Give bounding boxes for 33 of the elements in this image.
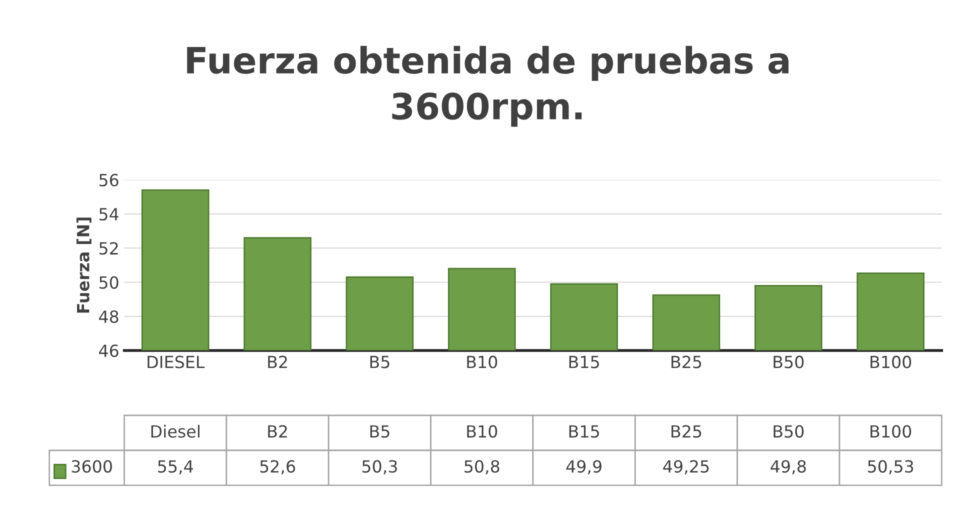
y-tick-label: 48 (99, 310, 118, 323)
text: Diesel (151, 424, 200, 438)
chart-title: Fuerza obtenida de pruebas a 3600rpm. (187, 46, 788, 127)
text: B100 (870, 425, 912, 438)
text: B10 (467, 425, 498, 438)
y-tick-label: 46 (99, 344, 118, 358)
x-tick-label: DIESEL (148, 356, 205, 368)
data-label: 50,53 (868, 460, 914, 474)
x-tick-label: B100 (870, 356, 912, 368)
y-axis-title: Fuerza [N] (76, 218, 92, 313)
data-label: 49,8 (770, 460, 806, 474)
y-tick-label: 52 (99, 242, 118, 255)
x-tick-label: B25 (672, 356, 702, 368)
text: B25 (672, 425, 702, 438)
data-label: 49,9 (566, 460, 602, 474)
x-tick-label: B5 (370, 356, 390, 368)
y-tick-label: 56 (99, 174, 118, 186)
x-tick-label: B15 (569, 356, 599, 368)
text: B15 (569, 425, 599, 438)
data-label: 49,25 (663, 460, 709, 474)
data-label: 52,6 (260, 460, 296, 474)
x-tick-label: B2 (268, 356, 287, 368)
data-label: 50,3 (362, 460, 397, 474)
x-tick-label: B10 (467, 356, 498, 368)
x-tick-label: B50 (774, 356, 804, 368)
text: B2 (268, 425, 287, 438)
text: B5 (370, 425, 390, 438)
legend-label: 3600 (72, 460, 112, 473)
data-label: 55,4 (158, 460, 193, 474)
y-tick-label: 54 (99, 208, 118, 221)
y-tick-label: 50 (99, 276, 118, 289)
text: B50 (774, 425, 804, 438)
data-label: 50,8 (464, 460, 500, 474)
